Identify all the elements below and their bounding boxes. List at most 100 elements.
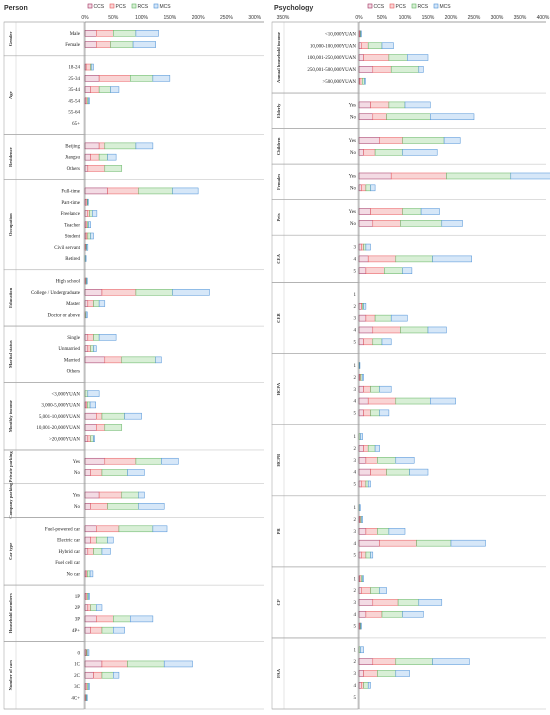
bar-segment-mcs xyxy=(172,187,199,195)
row-label: 5 xyxy=(354,554,357,559)
bar-segment-pcs xyxy=(367,255,397,263)
row-label: Yes xyxy=(349,175,356,180)
bar-segment-mcs xyxy=(395,670,410,677)
bar-segment-mcs xyxy=(85,255,87,262)
x-tick-label: 300% xyxy=(491,15,504,21)
bar-segment-mcs xyxy=(88,97,90,105)
group-label: CEB xyxy=(276,313,281,322)
row-label: Yes xyxy=(349,104,356,109)
bar-segment-rcs xyxy=(93,300,100,307)
bar-segment-mcs xyxy=(420,208,440,215)
bar-segment-mcs xyxy=(113,671,120,679)
bar-segment-rcs xyxy=(90,604,97,611)
row-label: No xyxy=(350,186,357,191)
row-label: 1 xyxy=(354,435,357,440)
bar-segment-rcs xyxy=(98,153,108,161)
bar-segment-mcs xyxy=(427,326,447,334)
bar-segment-mcs xyxy=(360,622,362,630)
bar-segment-rcs xyxy=(107,503,139,510)
x-tick-label: 150% xyxy=(163,15,176,21)
bar-segment-rcs xyxy=(377,670,397,677)
x-tick-label: 250% xyxy=(220,15,233,21)
bar-segment-pcs xyxy=(90,536,97,544)
bar-segment-pcs xyxy=(361,480,367,488)
row-label: No xyxy=(74,505,81,510)
bar-segment-mcs xyxy=(161,457,179,465)
bar-segment-mcs xyxy=(364,77,366,85)
bar-segment-rcs xyxy=(372,338,383,346)
bar-segment-ccs xyxy=(84,435,89,442)
group-label: Monthly income xyxy=(8,400,13,432)
row-label: 18-24 xyxy=(68,66,80,71)
bar-segment-pcs xyxy=(96,615,114,623)
bar-segment-rcs xyxy=(384,267,403,274)
bar-segment-rcs xyxy=(135,289,173,296)
left-legend: CCS PCS RCS MCS xyxy=(87,3,172,10)
bar-segment-pcs xyxy=(363,149,376,156)
bar-segment-pcs xyxy=(363,445,369,452)
row-label: Yes xyxy=(349,139,356,144)
bar-segment-pcs xyxy=(87,210,90,217)
legend-label-mcs: MCS xyxy=(160,4,172,10)
row-label: 1P xyxy=(75,595,81,600)
bar-segment-mcs xyxy=(135,30,159,37)
row-label: 5,001-10,000YUAN xyxy=(39,415,80,420)
bar-segment-mcs xyxy=(370,551,374,559)
right-legend: CCS PCS RCS MCS xyxy=(367,3,451,10)
left-chart-panel: 0% 50% 100% 150% 200% 250% 300% 350% Gender Male F… xyxy=(3,15,290,710)
bar-segment-ccs xyxy=(84,548,89,555)
bar-segment-mcs xyxy=(360,646,364,654)
bar-segment-rcs xyxy=(402,137,445,144)
row-label: 1 xyxy=(354,577,357,582)
row-label: 10,000-100,000YUAN xyxy=(310,44,356,49)
bar-segment-mcs xyxy=(418,66,424,73)
bar-segment-mcs xyxy=(450,539,486,547)
bar-segment-rcs xyxy=(388,54,408,61)
bar-segment-rcs xyxy=(395,658,433,665)
row-label: >500,000YUAN xyxy=(322,80,356,85)
bar-segment-ccs xyxy=(84,86,91,93)
bar-segment-mcs xyxy=(402,610,424,618)
bar-segment-mcs xyxy=(152,525,168,533)
bar-segment-pcs xyxy=(87,334,94,341)
bar-segment-pcs xyxy=(101,289,137,296)
row-label: <10,000YUAN xyxy=(325,32,356,37)
bar-segment-rcs xyxy=(127,660,165,668)
row-label: 250,001-500,000YUAN xyxy=(307,68,356,73)
row-label: Freelance xyxy=(61,212,81,217)
bar-segment-pcs xyxy=(370,208,403,215)
bar-segment-rcs xyxy=(370,587,380,594)
bar-segment-pcs xyxy=(365,457,378,464)
group-label: Marital status xyxy=(8,340,13,368)
bar-segment-rcs xyxy=(101,469,128,476)
bar-segment-pcs xyxy=(87,435,91,442)
bar-segment-rcs xyxy=(90,435,94,442)
bar-segment-ccs xyxy=(84,165,89,172)
group-label: Car type xyxy=(8,543,13,560)
bar-segment-mcs xyxy=(155,356,162,364)
row-label: 5 xyxy=(354,411,357,416)
bar-segment-ccs xyxy=(358,445,364,452)
bar-segment-mcs xyxy=(374,445,380,452)
bar-segment-mcs xyxy=(90,232,94,240)
row-label: Married xyxy=(64,358,81,363)
bar-segment-pcs xyxy=(367,397,397,405)
bar-segment-ccs xyxy=(358,338,364,346)
bar-segment-mcs xyxy=(86,243,89,251)
bar-segment-mcs xyxy=(367,480,371,488)
bar-segment-pcs xyxy=(93,671,103,679)
bar-segment-ccs xyxy=(84,75,100,82)
legend-swatch-ccs xyxy=(367,3,373,9)
bar-segment-rcs xyxy=(397,599,420,606)
bar-segment-mcs xyxy=(86,694,88,701)
row-label: 4 xyxy=(354,471,357,476)
group-label: CP xyxy=(276,599,281,605)
group-label: HCPB xyxy=(276,454,281,467)
group-box xyxy=(271,495,359,568)
bar-segment-rcs xyxy=(363,682,369,689)
bar-segment-pcs xyxy=(96,30,114,37)
row-label: 1 xyxy=(354,293,357,298)
bar-segment-ccs xyxy=(84,469,91,476)
row-label: Yes xyxy=(349,210,356,215)
bar-segment-rcs xyxy=(87,401,91,409)
